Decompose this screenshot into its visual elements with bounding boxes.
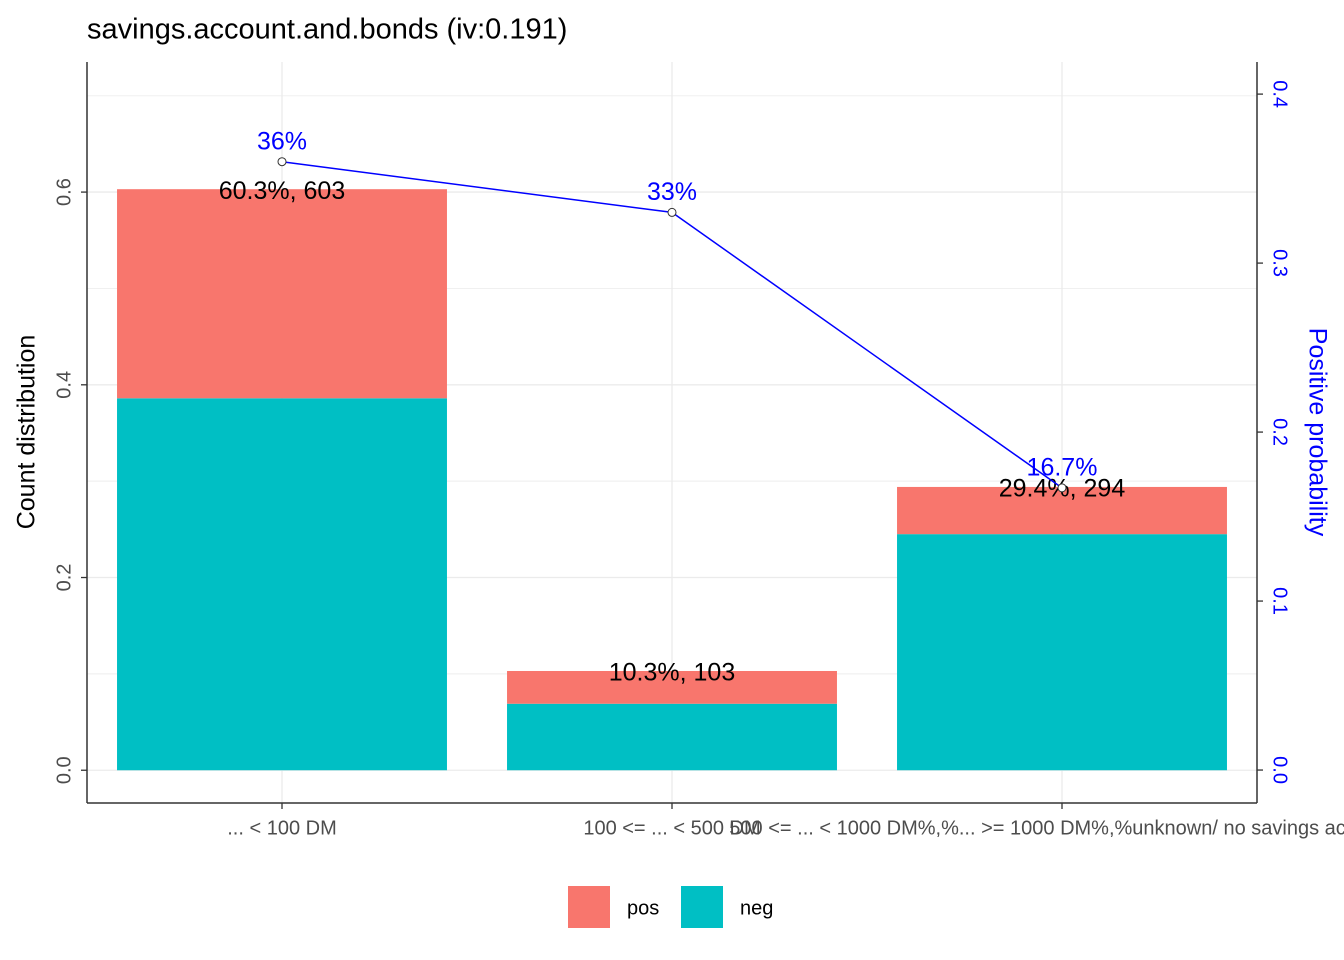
probability-point <box>1057 483 1067 493</box>
y-tick-label: 0.2 <box>53 564 75 592</box>
probability-point <box>667 207 677 217</box>
bar-segment <box>897 534 1227 771</box>
y2-tick-label: 0.2 <box>1269 418 1291 446</box>
x-tick-label: ... < 100 DM <box>227 817 337 839</box>
bar-segment <box>117 189 447 399</box>
y-tick-label: 0.6 <box>53 178 75 206</box>
probability-point <box>277 157 287 167</box>
y2-axis-title: Positive probability <box>1303 328 1331 537</box>
y-tick-label: 0.4 <box>53 371 75 399</box>
bar-label: 60.3%, 603 <box>219 177 346 205</box>
y-axis-title: Count distribution <box>13 335 41 530</box>
y-tick-label: 0.0 <box>53 756 75 784</box>
probability-label: 33% <box>647 178 697 206</box>
bar-segment <box>897 486 1227 535</box>
chart-title: savings.account.and.bonds (iv:0.191) <box>87 14 567 46</box>
y2-tick-label: 0.3 <box>1269 249 1291 277</box>
legend-label: neg <box>740 897 773 919</box>
bar-segment <box>507 703 837 771</box>
bar-segment <box>507 670 837 704</box>
probability-label: 16.7% <box>1027 453 1098 481</box>
x-tick-label: 500 <= ... < 1000 DM%,%... >= 1000 DM%,%… <box>729 817 1344 839</box>
x-tick-label: 100 <= ... < 500 DM <box>583 817 760 839</box>
legend-swatch <box>568 886 610 928</box>
probability-label: 36% <box>257 127 307 155</box>
y2-tick-label: 0.4 <box>1269 80 1291 108</box>
legend-swatch <box>681 886 723 928</box>
y2-tick-label: 0.1 <box>1269 587 1291 615</box>
legend-label: pos <box>627 897 659 919</box>
bar-label: 10.3%, 103 <box>609 659 736 687</box>
bar-segment <box>117 398 447 771</box>
y2-tick-label: 0.0 <box>1269 756 1291 784</box>
